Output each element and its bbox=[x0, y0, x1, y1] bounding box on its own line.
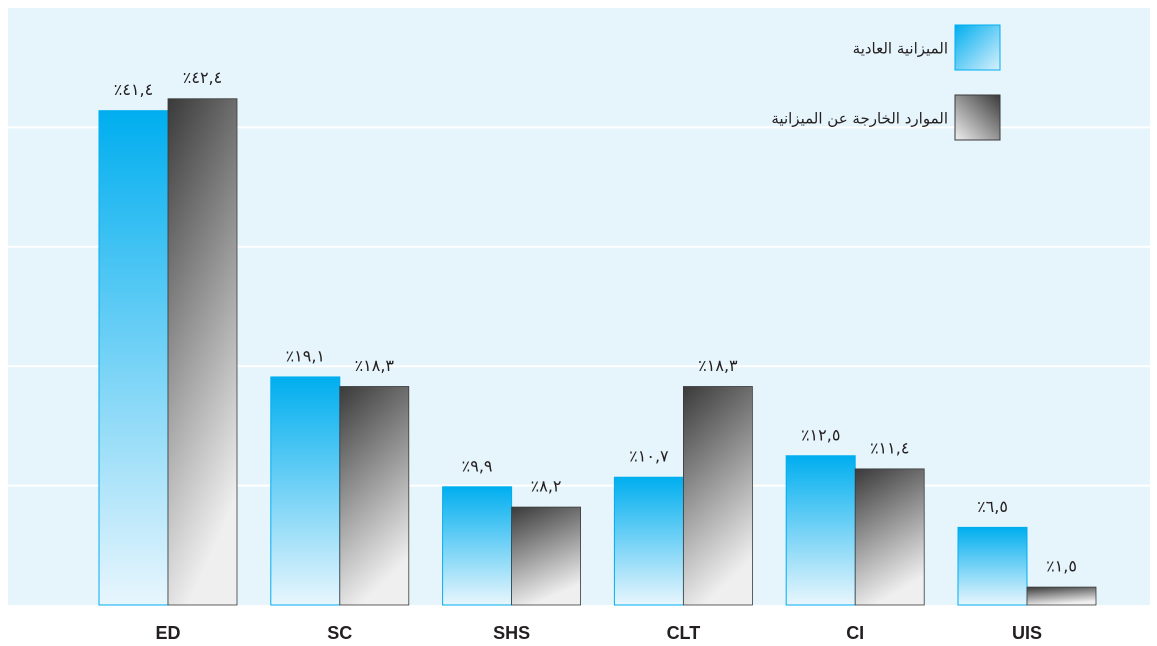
value-label: ٪١٨,٣ bbox=[355, 356, 395, 375]
value-label: ٪٩,٩ bbox=[462, 456, 493, 475]
value-label: ٪٤١,٤ bbox=[114, 80, 153, 99]
x-tick-label: SHS bbox=[493, 623, 530, 643]
legend-label: الموارد الخارجة عن الميزانية bbox=[771, 110, 948, 128]
value-label: ٪٨,٢ bbox=[531, 477, 562, 496]
value-label: ٪١,٥ bbox=[1046, 557, 1077, 576]
bar bbox=[442, 486, 513, 606]
bar bbox=[270, 376, 341, 606]
bar bbox=[785, 455, 856, 606]
x-tick-label: UIS bbox=[1012, 623, 1042, 643]
bar bbox=[167, 98, 238, 606]
bar bbox=[339, 386, 410, 606]
value-label: ٪١٨,٣ bbox=[698, 356, 738, 375]
x-tick-label: CI bbox=[846, 623, 864, 643]
value-label: ٪١٢,٥ bbox=[801, 425, 840, 444]
x-tick-label: ED bbox=[155, 623, 180, 643]
bar bbox=[98, 110, 169, 606]
bar bbox=[683, 386, 753, 606]
x-tick-label: SC bbox=[327, 623, 352, 643]
bar bbox=[854, 468, 925, 606]
value-label: ٪٤٢,٤ bbox=[183, 68, 222, 87]
legend-swatch bbox=[954, 24, 1001, 71]
x-tick-label: CLT bbox=[667, 623, 701, 643]
value-label: ٪١٠,٧ bbox=[629, 447, 669, 466]
bar bbox=[613, 476, 684, 606]
bar bbox=[1026, 586, 1097, 606]
legend-swatch bbox=[954, 94, 1001, 141]
value-label: ٪١١,٤ bbox=[870, 438, 909, 457]
value-label: ٪٦,٥ bbox=[977, 497, 1008, 516]
bar bbox=[957, 526, 1028, 606]
legend-label: الميزانية العادية bbox=[853, 40, 948, 58]
bar bbox=[511, 506, 582, 606]
value-label: ٪١٩,١ bbox=[286, 346, 325, 365]
